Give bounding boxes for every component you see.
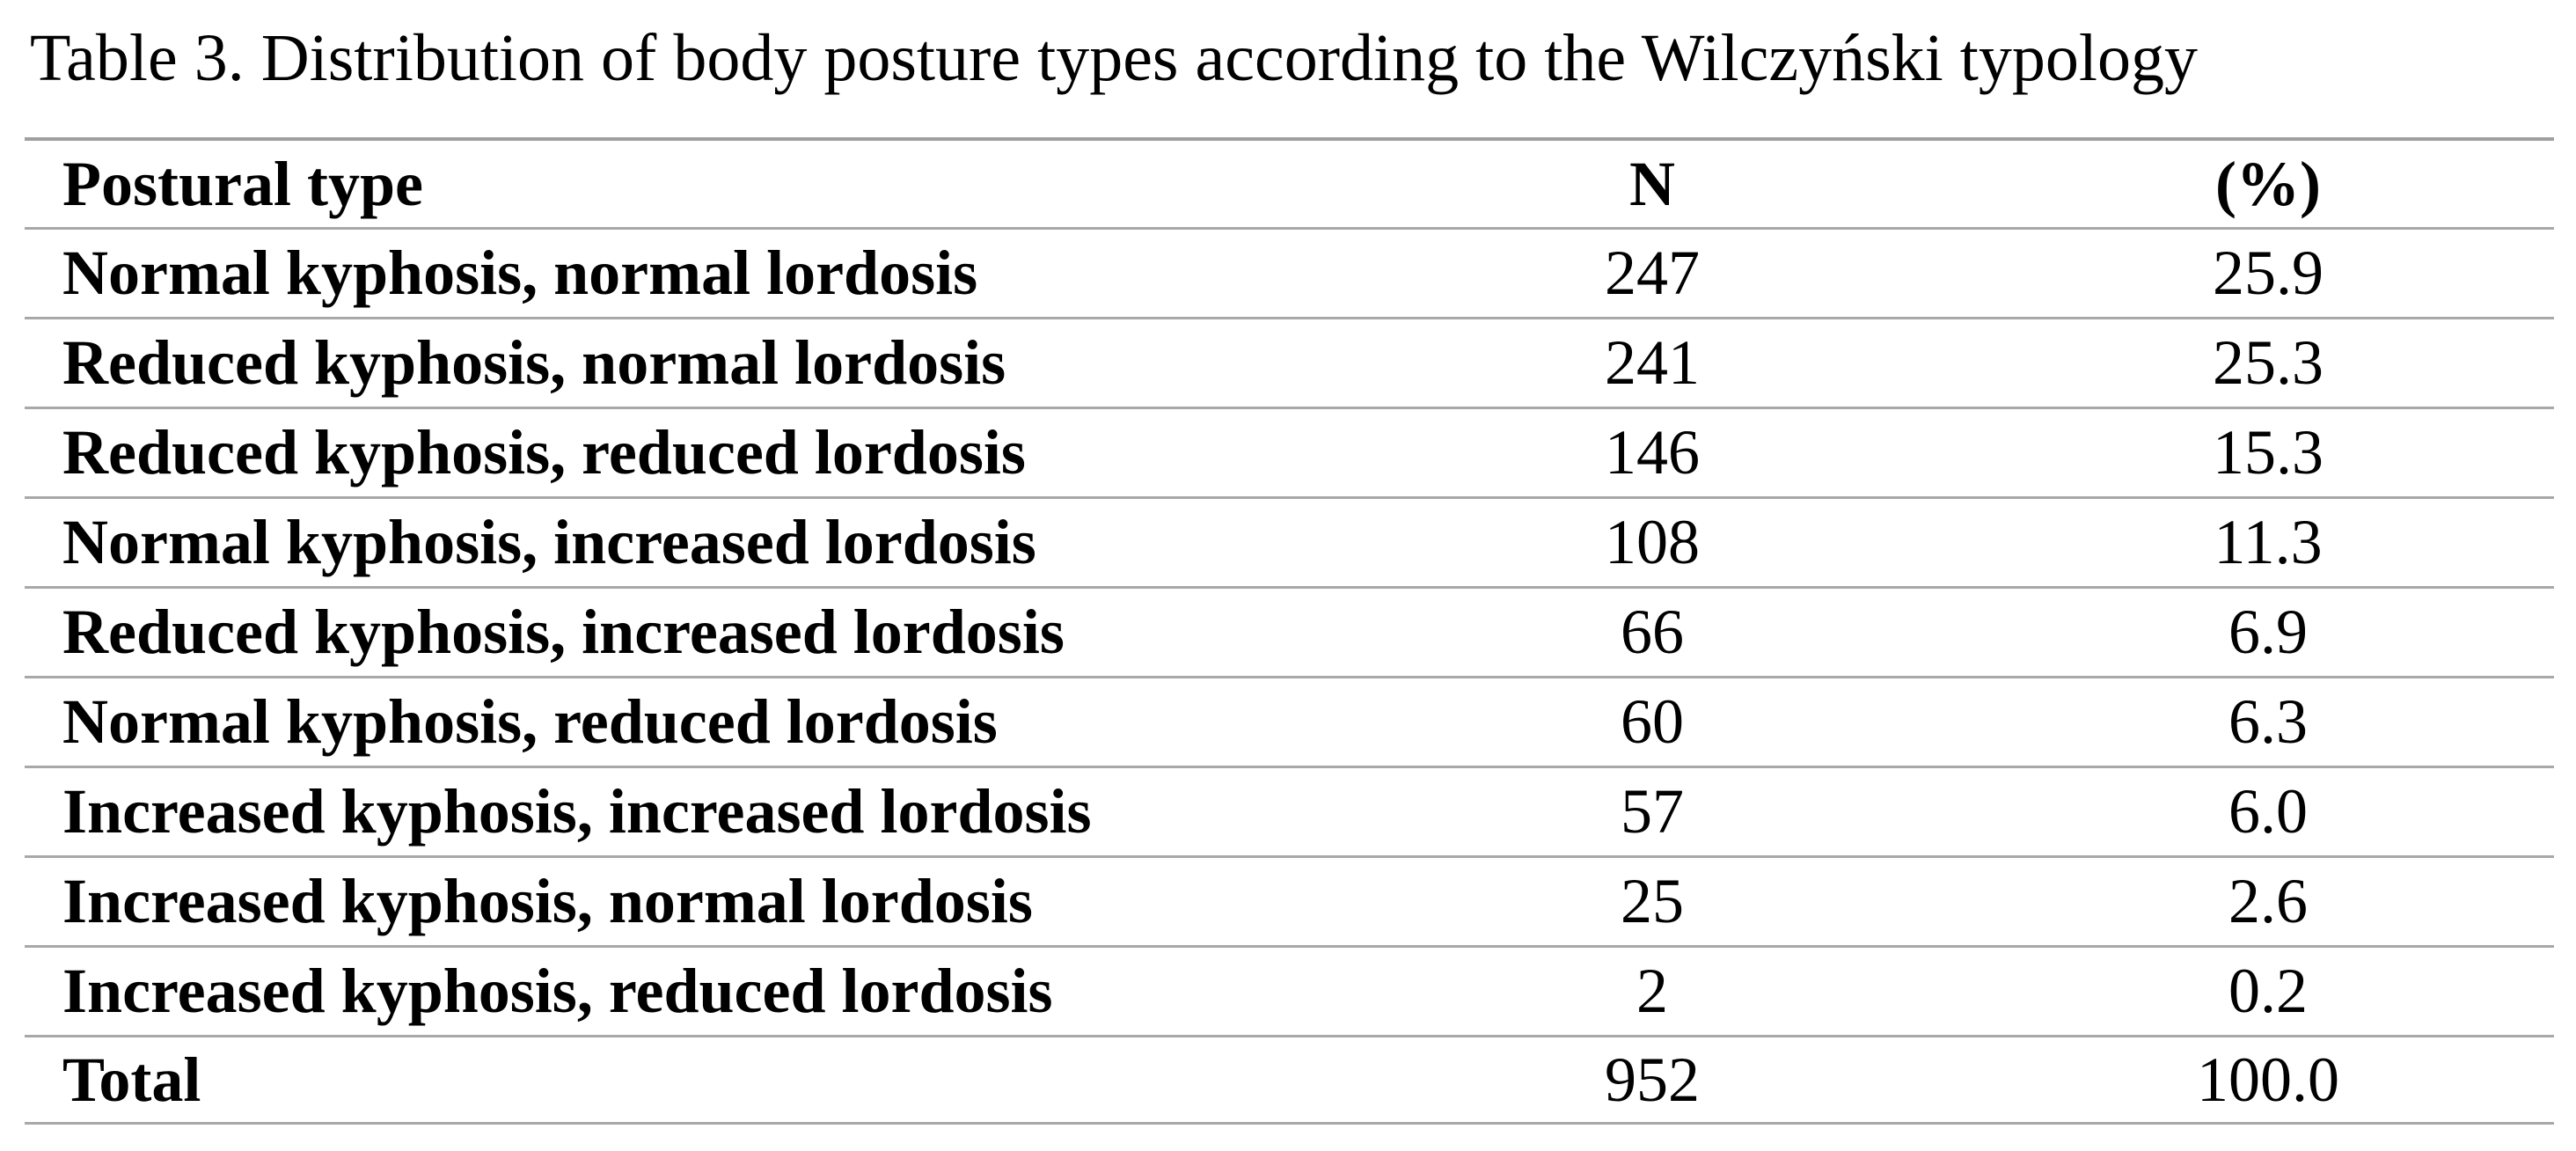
table-cell: 241	[1605, 327, 1700, 398]
table-cell: (%)	[2215, 148, 2321, 219]
table-row: Increased kyphosis, reduced lordosis 2 0.2	[25, 945, 2554, 1035]
table-row: Reduced kyphosis, reduced lordosis 146 15.…	[25, 407, 2554, 496]
table-cell: Reduced kyphosis, reduced lordosis	[62, 417, 1026, 488]
table-cell: N	[1629, 148, 1675, 219]
table-cell: 6.3	[2228, 686, 2308, 757]
table-cell: Normal kyphosis, reduced lordosis	[62, 686, 998, 757]
header-row: Postural type N (%)	[25, 137, 2554, 227]
table-cell: Postural type	[62, 148, 423, 219]
table-cell: Normal kyphosis, normal lordosis	[62, 238, 978, 308]
table-cell: 100.0	[2197, 1044, 2339, 1115]
table-cell: Increased kyphosis, normal lordosis	[62, 866, 1033, 936]
table-row: Reduced kyphosis, normal lordosis 241 25.3	[25, 317, 2554, 407]
table-cell: Total	[62, 1044, 201, 1115]
table-cell: 6.9	[2228, 597, 2308, 667]
table-cell: 11.3	[2214, 507, 2323, 577]
table-row: Normal kyphosis, normal lordosis 247 25.9	[25, 227, 2554, 317]
table-cell: Reduced kyphosis, increased lordosis	[62, 597, 1065, 667]
table-row: Increased kyphosis, normal lordosis 25 2.6	[25, 855, 2554, 945]
table-cell: 146	[1605, 417, 1700, 488]
table-cell: 15.3	[2213, 417, 2324, 488]
table-cell: 25.9	[2213, 238, 2324, 308]
table-row: Total 952 100.0	[25, 1035, 2554, 1125]
table-cell: Increased kyphosis, increased lordosis	[62, 776, 1092, 847]
table-cell: Reduced kyphosis, normal lordosis	[62, 327, 1006, 398]
table-cell: 66	[1621, 597, 1684, 667]
table-cell: Increased kyphosis, reduced lordosis	[62, 956, 1053, 1026]
table-cell: 247	[1605, 238, 1700, 308]
table-row: Normal kyphosis, reduced lordosis 60 6.3	[25, 676, 2554, 766]
table-cell: 6.0	[2228, 776, 2308, 847]
table-cell: 952	[1605, 1044, 1700, 1115]
table-title: Table 3. Distribution of body posture ty…	[30, 21, 2199, 95]
table-cell: 57	[1621, 776, 1684, 847]
table-cell: 0.2	[2228, 956, 2308, 1026]
table-row: Normal kyphosis, increased lordosis 108 11…	[25, 496, 2554, 586]
table-cell: 108	[1605, 507, 1700, 577]
table-cell: 60	[1621, 686, 1684, 757]
table-cell: 25	[1621, 866, 1684, 936]
table-cell: Normal kyphosis, increased lordosis	[62, 507, 1036, 577]
table-cell: 25.3	[2213, 327, 2324, 398]
table: Postural type N (%) Normal kyphosis, normal…	[25, 137, 2554, 1125]
table-cell: 2	[1636, 956, 1668, 1026]
table-cell: 2.6	[2228, 866, 2308, 936]
table-row: Reduced kyphosis, increased lordosis 66 6.…	[25, 586, 2554, 676]
table-row: Increased kyphosis, increased lordosis 57…	[25, 766, 2554, 855]
